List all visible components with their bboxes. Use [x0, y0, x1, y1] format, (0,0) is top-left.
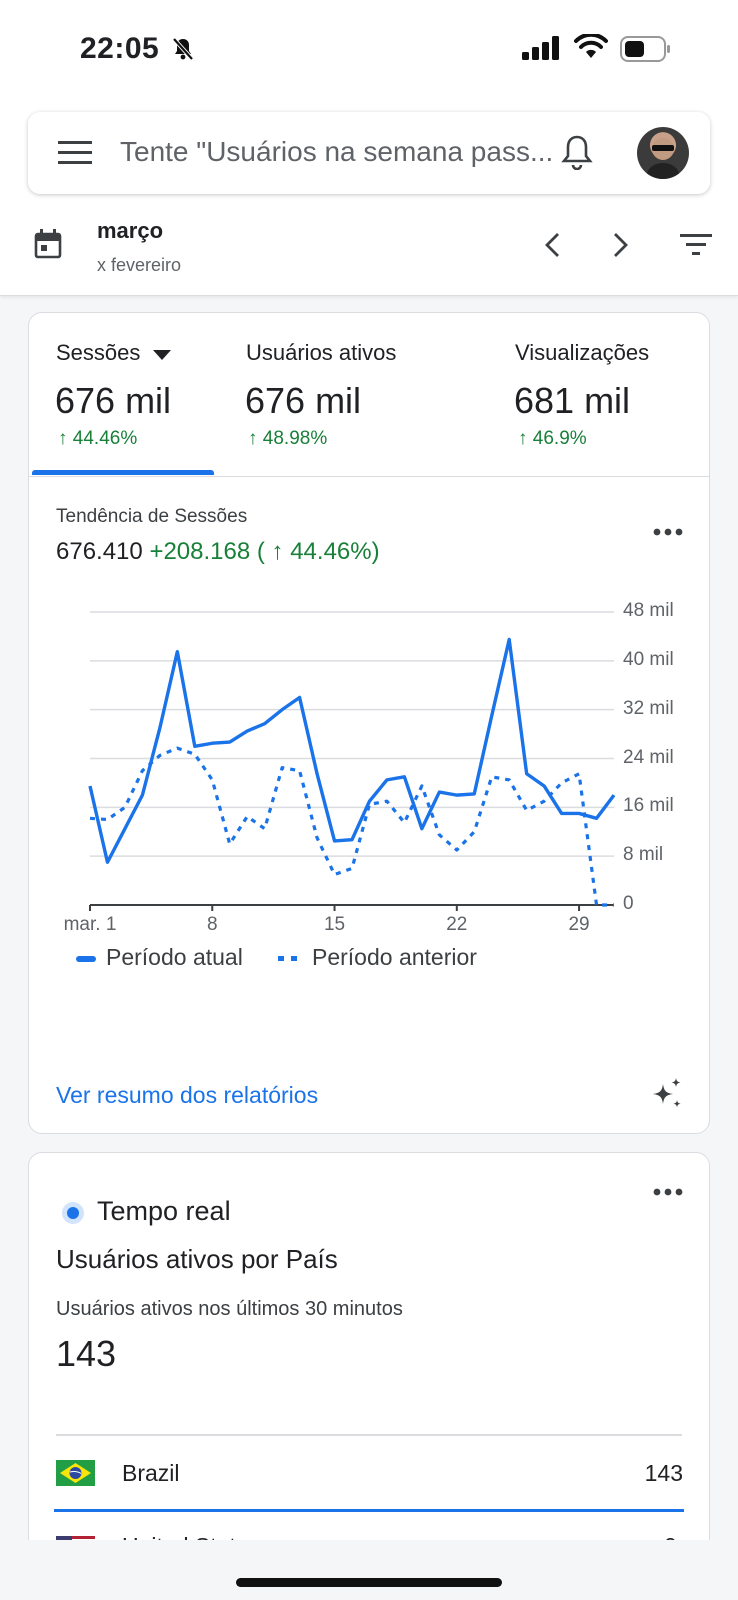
metric-views-value: 681 mil [514, 380, 631, 421]
metric-active-users-delta: ↑ 48.98% [248, 428, 328, 449]
battery-icon [620, 36, 670, 62]
sparkle-icon[interactable] [650, 1078, 684, 1112]
chevron-left-icon[interactable] [543, 232, 561, 258]
metric-sessions-label[interactable]: Sessões [56, 340, 171, 366]
menu-icon[interactable] [58, 140, 92, 166]
trend-title: Tendência de Sessões [56, 506, 248, 527]
x-tick-label: 15 [323, 914, 346, 935]
y-tick-label: 48 mil [623, 600, 674, 621]
sessions-trend-chart [88, 611, 616, 911]
calendar-icon[interactable] [34, 229, 62, 259]
search-input[interactable]: Tente "Usuários na semana pass... [120, 136, 554, 167]
chevron-right-icon[interactable] [612, 232, 630, 258]
country-name[interactable]: Brazil [122, 1460, 180, 1486]
date-range-current[interactable]: março [97, 218, 164, 243]
more-icon[interactable] [653, 528, 683, 536]
legend-solid-swatch [76, 955, 96, 962]
metric-views-label[interactable]: Visualizações [515, 340, 650, 365]
series-line-current [88, 637, 616, 864]
filter-icon[interactable] [680, 233, 712, 257]
search-bar[interactable] [28, 112, 710, 194]
legend-current: Período atual [76, 944, 243, 971]
metric-active-users-value: 676 mil [245, 380, 362, 421]
bell-icon[interactable] [561, 134, 593, 170]
signal-icon [522, 36, 559, 60]
home-indicator-area [0, 1540, 738, 1600]
date-range-compare[interactable]: x fevereiro [97, 255, 182, 275]
realtime-title: Tempo real [97, 1196, 231, 1226]
overview-card [28, 312, 710, 1134]
divider [56, 1434, 682, 1436]
realtime-indicator [62, 1202, 84, 1224]
bell-off-icon [172, 37, 194, 61]
selected-tab-indicator [32, 470, 214, 475]
view-reports-summary-link[interactable]: Ver resumo dos relatórios [56, 1082, 319, 1108]
divider [29, 476, 709, 477]
dropdown-icon[interactable] [152, 350, 171, 360]
y-tick-label: 32 mil [623, 697, 674, 719]
metric-views-delta: ↑ 46.9% [518, 428, 587, 449]
realtime-label: Usuários ativos nos últimos 30 minutos [56, 1298, 403, 1320]
row-bar [54, 1509, 684, 1512]
realtime-value: 143 [56, 1333, 117, 1374]
y-tick-label: 16 mil [623, 795, 674, 817]
metric-sessions-value: 676 mil [55, 380, 172, 421]
y-tick-label: 40 mil [623, 648, 674, 670]
y-tick-label: 8 mil [623, 844, 664, 866]
realtime-subtitle: Usuários ativos por País [56, 1244, 338, 1274]
metric-sessions-delta: ↑ 44.46% [58, 428, 138, 449]
trend-total: 676.410 +208.168 ( ↑ 44.46%) [56, 538, 380, 566]
wifi-icon [574, 34, 608, 58]
more-icon[interactable] [653, 1188, 683, 1196]
metric-active-users-label[interactable]: Usuários ativos [246, 340, 397, 365]
status-bar: 22:05 [0, 0, 738, 100]
country-count: 143 [644, 1460, 683, 1486]
x-tick-label: mar. 1 [63, 914, 117, 935]
x-tick-label: 29 [568, 914, 590, 935]
series-line-previous [89, 746, 614, 907]
legend-dotted-swatch [278, 955, 297, 961]
x-tick-label: 8 [206, 914, 218, 935]
y-tick-label: 0 [623, 893, 634, 914]
trend-change: +208.168 ( ↑ 44.46%) [149, 538, 380, 565]
home-indicator[interactable] [236, 1578, 502, 1587]
brazil-flag-icon [56, 1460, 95, 1486]
x-tick-label: 22 [446, 914, 468, 935]
avatar[interactable] [637, 127, 689, 179]
legend-previous: Período anterior [278, 944, 477, 971]
trend-total-value: 676.410 [56, 538, 143, 565]
y-tick-label: 24 mil [623, 746, 674, 768]
status-time: 22:05 [80, 32, 160, 65]
